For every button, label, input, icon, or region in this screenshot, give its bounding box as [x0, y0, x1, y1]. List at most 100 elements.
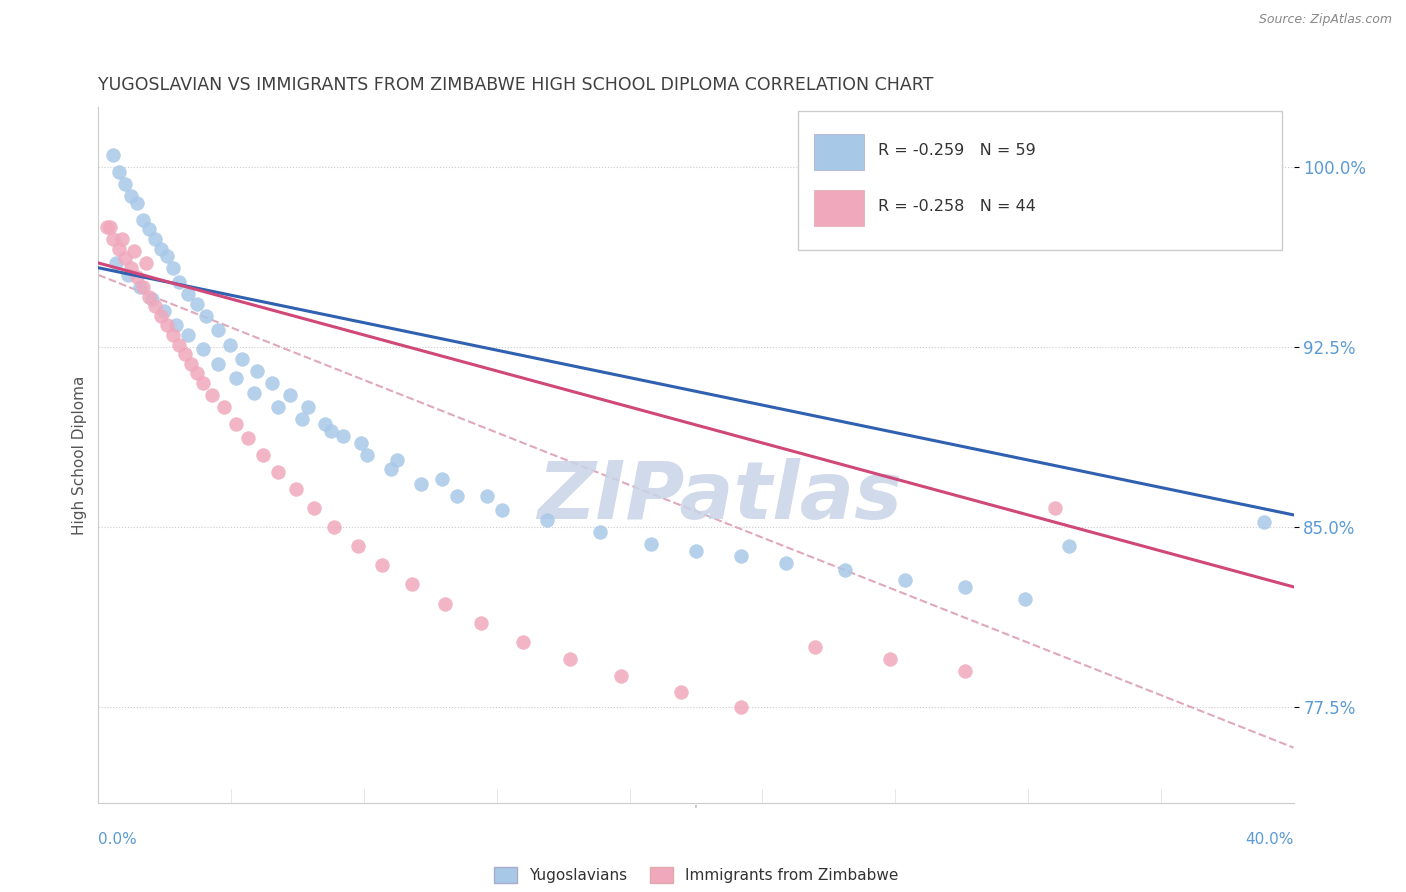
Point [141, 292, 163, 306]
Point [380, 462, 402, 476]
Text: R = -0.258   N = 44: R = -0.258 N = 44 [877, 199, 1035, 214]
Point [401, 577, 423, 591]
Point [894, 573, 917, 587]
Point [162, 260, 184, 275]
Text: ZIPatlas: ZIPatlas [537, 458, 903, 536]
Point [127, 196, 149, 211]
Point [321, 424, 343, 438]
Point [267, 465, 290, 479]
Point [194, 309, 218, 323]
Point [536, 513, 558, 527]
Text: R = -0.259   N = 59: R = -0.259 N = 59 [877, 144, 1035, 159]
Point [385, 452, 409, 467]
Point [186, 367, 208, 381]
Point [610, 668, 633, 682]
Point [470, 615, 492, 630]
Point [138, 289, 160, 303]
Point [108, 165, 131, 179]
FancyBboxPatch shape [814, 190, 865, 226]
Point [165, 318, 187, 333]
Point [775, 556, 797, 570]
Point [114, 177, 136, 191]
Point [167, 275, 190, 289]
Point [290, 412, 312, 426]
Point [669, 685, 692, 699]
Point [347, 539, 370, 553]
Point [267, 400, 290, 414]
Point [124, 244, 146, 258]
Point [108, 242, 131, 256]
Point [225, 417, 247, 431]
Point [236, 431, 259, 445]
Point [111, 232, 134, 246]
Point [219, 337, 242, 351]
Point [143, 232, 166, 246]
Point [332, 428, 354, 442]
Y-axis label: High School Diploma: High School Diploma [72, 376, 87, 534]
Point [475, 489, 498, 503]
Point [730, 549, 752, 563]
Text: Source: ZipAtlas.com: Source: ZipAtlas.com [1258, 13, 1392, 27]
Legend: Yugoslavians, Immigrants from Zimbabwe: Yugoslavians, Immigrants from Zimbabwe [488, 861, 904, 889]
Text: 40.0%: 40.0% [1246, 831, 1294, 847]
Point [243, 385, 266, 400]
Point [98, 219, 122, 234]
Point [186, 297, 208, 311]
Point [201, 388, 224, 402]
Point [953, 664, 976, 678]
Point [156, 318, 179, 333]
Point [167, 337, 190, 351]
Point [105, 256, 128, 270]
Point [153, 304, 176, 318]
Point [640, 537, 662, 551]
Point [278, 388, 301, 402]
Point [117, 268, 139, 282]
Point [434, 597, 457, 611]
Point [162, 328, 184, 343]
Point [411, 476, 433, 491]
Point [132, 212, 155, 227]
Point [225, 371, 247, 385]
Point [177, 328, 200, 343]
Point [284, 482, 307, 496]
Point [135, 256, 157, 270]
Point [560, 652, 582, 666]
Point [143, 299, 166, 313]
Point [491, 503, 513, 517]
Point [1043, 500, 1066, 515]
Point [315, 417, 337, 431]
Point [156, 249, 179, 263]
Point [297, 400, 319, 414]
Point [371, 558, 394, 573]
Point [730, 699, 752, 714]
Point [191, 343, 214, 357]
Point [132, 280, 155, 294]
Point [138, 222, 160, 236]
Point [1059, 539, 1081, 553]
FancyBboxPatch shape [814, 134, 865, 170]
Point [127, 270, 149, 285]
Point [103, 148, 125, 162]
Point [430, 472, 453, 486]
FancyBboxPatch shape [797, 111, 1282, 250]
Point [120, 189, 142, 203]
Text: YUGOSLAVIAN VS IMMIGRANTS FROM ZIMBABWE HIGH SCHOOL DIPLOMA CORRELATION CHART: YUGOSLAVIAN VS IMMIGRANTS FROM ZIMBABWE … [98, 77, 934, 95]
Point [834, 563, 856, 577]
Point [212, 400, 235, 414]
Point [350, 436, 373, 450]
Point [129, 280, 152, 294]
Point [302, 500, 325, 515]
Point [114, 251, 136, 265]
Point [231, 351, 253, 366]
Point [356, 448, 378, 462]
Point [446, 489, 468, 503]
Point [1253, 515, 1275, 529]
Point [1014, 591, 1036, 606]
Point [120, 260, 142, 275]
Point [180, 357, 202, 371]
Point [177, 287, 200, 301]
Point [879, 652, 901, 666]
Point [150, 309, 173, 323]
Point [174, 347, 197, 361]
Point [685, 544, 707, 558]
